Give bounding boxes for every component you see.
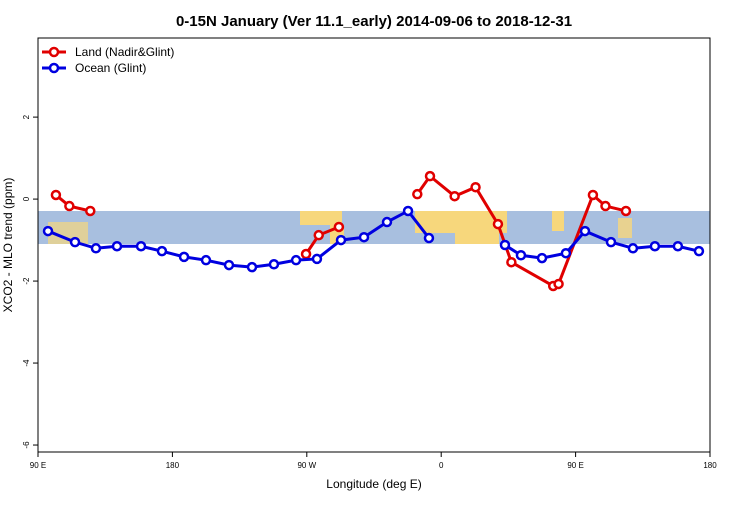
point [300, 248, 312, 260]
point [693, 245, 705, 257]
plot-frame [37, 37, 711, 453]
point [85, 205, 96, 217]
point [412, 188, 423, 200]
map-band [38, 211, 710, 244]
point [268, 259, 280, 270]
point [649, 240, 661, 252]
point [42, 225, 54, 237]
x-tick-label: 90 E [30, 461, 46, 470]
point [358, 231, 370, 243]
point [449, 190, 460, 202]
point [600, 200, 611, 212]
point [311, 253, 323, 265]
x-axis-label: Longitude (deg E) [326, 477, 421, 491]
point [560, 247, 572, 259]
legend-label: Land (Nadir&Glint) [75, 45, 174, 59]
y-axis-label: XCO2 - MLO trend (ppm) [1, 178, 15, 313]
point [506, 256, 517, 268]
legend-label: Ocean (Glint) [75, 61, 146, 75]
point [333, 221, 345, 233]
point [178, 251, 190, 263]
point [64, 200, 75, 212]
point [536, 252, 548, 264]
point [313, 229, 324, 241]
point [200, 254, 212, 266]
y-tick-label: -6 [22, 441, 31, 449]
point [672, 240, 684, 252]
point [50, 189, 62, 201]
point [423, 232, 435, 244]
x-tick-label: 90 E [567, 461, 583, 470]
x-tick-label: 180 [703, 461, 717, 470]
point [499, 239, 511, 251]
x-tick-label: 0 [439, 461, 444, 470]
point [515, 249, 527, 261]
x-tick-label: 90 W [297, 461, 316, 470]
point [553, 278, 564, 290]
point [470, 181, 481, 193]
y-tick-label: -2 [22, 277, 31, 285]
point [156, 245, 168, 257]
point [90, 243, 102, 254]
point [335, 234, 347, 246]
legend-marker [48, 46, 60, 58]
y-tick-label: 2 [22, 114, 31, 119]
legend-marker [48, 62, 60, 74]
y-tick-label: -4 [22, 359, 31, 367]
y-tick-label: 0 [22, 196, 31, 201]
x-tick-label: 180 [166, 461, 180, 470]
point [492, 218, 504, 230]
point [627, 243, 639, 254]
point [111, 240, 123, 252]
point [69, 236, 81, 248]
point [246, 261, 258, 273]
point [587, 189, 599, 201]
point [135, 240, 147, 252]
point [605, 236, 617, 248]
point [402, 205, 414, 217]
point [223, 259, 235, 271]
point [620, 205, 632, 217]
point [381, 216, 393, 228]
point [579, 225, 591, 237]
point [424, 170, 436, 182]
chart-title: 0-15N January (Ver 11.1_early) 2014-09-0… [176, 13, 572, 30]
point [290, 254, 302, 266]
